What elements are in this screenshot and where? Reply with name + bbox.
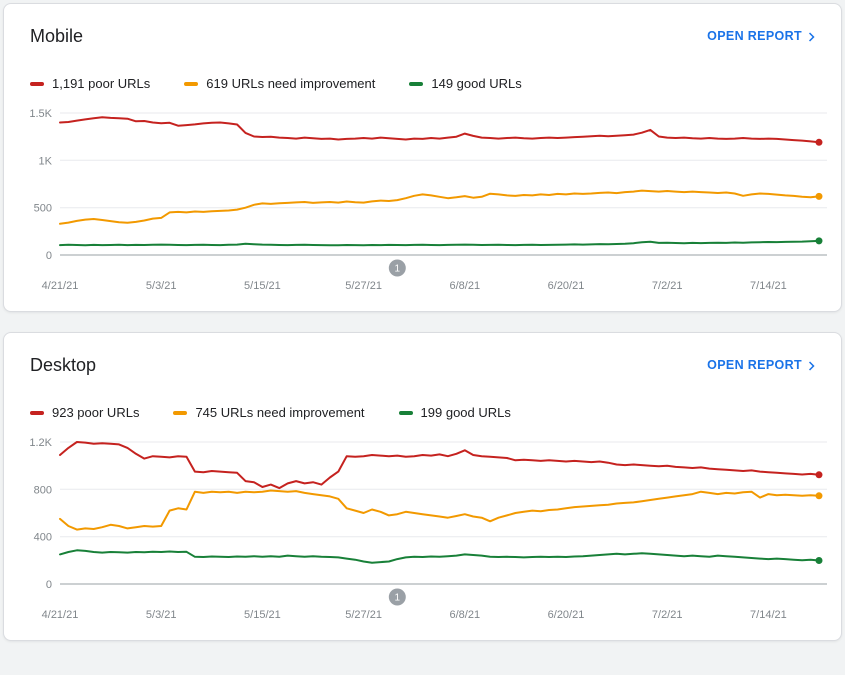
- x-axis-label: 4/21/21: [42, 609, 79, 621]
- desktop-cwv-chart[interactable]: 0 400 800 1.2K 4/21/21 5/3/21 5/15/21 5/27/21 6/…: [14, 430, 829, 628]
- mobile-card-header: Mobile OPEN REPORT: [4, 4, 841, 47]
- poor-endpoint-dot: [815, 138, 823, 146]
- timeline-annotation-marker[interactable]: [388, 259, 406, 277]
- poor-legend-dash: [30, 410, 44, 415]
- card-title-desktop: Desktop: [30, 355, 97, 375]
- x-axis-label: 6/20/21: [548, 280, 585, 292]
- x-axis-label: 5/3/21: [146, 609, 177, 621]
- timeline-annotation-marker[interactable]: [388, 588, 406, 606]
- needs-improvement-urls-line: [59, 189, 820, 225]
- timeline-annotation-label: 1: [395, 264, 401, 275]
- good-urls-line: [59, 549, 820, 564]
- legend-item-good: 149 good URLs: [409, 76, 522, 91]
- good-legend-label: 149 good URLs: [431, 76, 522, 91]
- needs-improvement-legend-label: 619 URLs need improvement: [206, 76, 376, 91]
- x-axis-label: 6/20/21: [548, 609, 585, 621]
- x-axis-label: 5/15/21: [244, 280, 281, 292]
- legend-item-good: 199 good URLs: [398, 405, 511, 420]
- good-endpoint-dot: [815, 557, 823, 564]
- y-axis-label: 400: [34, 532, 52, 544]
- open-report-label: OPEN REPORT: [707, 29, 802, 43]
- good-endpoint-dot: [815, 237, 823, 245]
- x-axis-label: 5/27/21: [345, 280, 382, 292]
- x-axis-label: 4/21/21: [42, 280, 79, 292]
- y-axis-label: 1.2K: [29, 437, 52, 449]
- needs-improvement-urls-line: [59, 489, 820, 531]
- x-axis-label: 6/8/21: [450, 280, 481, 292]
- y-axis-label: 800: [34, 484, 52, 496]
- desktop-card-header: Desktop OPEN REPORT: [4, 333, 841, 376]
- needs-improvement-endpoint-dot: [815, 192, 823, 200]
- legend-desktop: 923 poor URLs 745 URLs need improvement …: [4, 405, 841, 420]
- legend-item-needs-improvement: 745 URLs need improvement: [173, 405, 365, 420]
- x-axis-label: 5/3/21: [146, 280, 177, 292]
- mobile-card: Mobile OPEN REPORT 1,191 poor URLs 619 U…: [3, 3, 842, 312]
- good-legend-label: 199 good URLs: [420, 405, 511, 420]
- legend-item-poor: 1,191 poor URLs: [30, 76, 150, 91]
- good-legend-dash: [409, 81, 424, 86]
- x-axis-label: 5/15/21: [244, 609, 281, 621]
- needs-improvement-legend-dash: [173, 410, 188, 415]
- x-axis-label: 7/2/21: [652, 280, 683, 292]
- poor-legend-dash: [30, 81, 44, 86]
- poor-urls-line: [59, 116, 820, 144]
- poor-urls-line: [59, 441, 820, 490]
- y-axis-label: 1K: [39, 155, 53, 167]
- open-report-link-mobile[interactable]: OPEN REPORT: [707, 27, 821, 46]
- needs-improvement-legend-label: 745 URLs need improvement: [195, 405, 365, 420]
- x-axis-label: 6/8/21: [450, 609, 481, 621]
- y-axis-label: 1.5K: [29, 108, 52, 120]
- good-urls-line: [59, 239, 820, 247]
- needs-improvement-legend-dash: [184, 81, 199, 86]
- x-axis-label: 7/14/21: [750, 609, 787, 621]
- legend-mobile: 1,191 poor URLs 619 URLs need improvemen…: [4, 76, 841, 91]
- open-report-label: OPEN REPORT: [707, 358, 802, 372]
- open-report-link-desktop[interactable]: OPEN REPORT: [707, 356, 821, 375]
- desktop-card: Desktop OPEN REPORT 923 poor URLs 745 UR…: [3, 332, 842, 641]
- y-axis-label: 0: [46, 250, 52, 262]
- mobile-cwv-chart[interactable]: 0 500 1K 1.5K 4/21/21 5/3/21 5/15/21 5/27/21 6/8…: [14, 101, 829, 299]
- x-axis-label: 7/14/21: [750, 280, 787, 292]
- timeline-annotation-label: 1: [395, 593, 401, 604]
- chevron-right-icon: [809, 32, 815, 41]
- chevron-right-icon: [809, 361, 815, 370]
- x-axis-label: 5/27/21: [345, 609, 382, 621]
- y-axis-label: 500: [34, 203, 52, 215]
- poor-legend-label: 1,191 poor URLs: [52, 76, 151, 91]
- y-axis-label: 0: [46, 579, 52, 591]
- legend-item-needs-improvement: 619 URLs need improvement: [184, 76, 375, 91]
- x-axis-label: 7/2/21: [652, 609, 683, 621]
- poor-legend-label: 923 poor URLs: [52, 405, 140, 420]
- poor-endpoint-dot: [815, 471, 823, 479]
- needs-improvement-endpoint-dot: [815, 492, 823, 500]
- card-title-mobile: Mobile: [30, 26, 84, 46]
- legend-item-poor: 923 poor URLs: [30, 405, 139, 420]
- good-legend-dash: [398, 410, 413, 415]
